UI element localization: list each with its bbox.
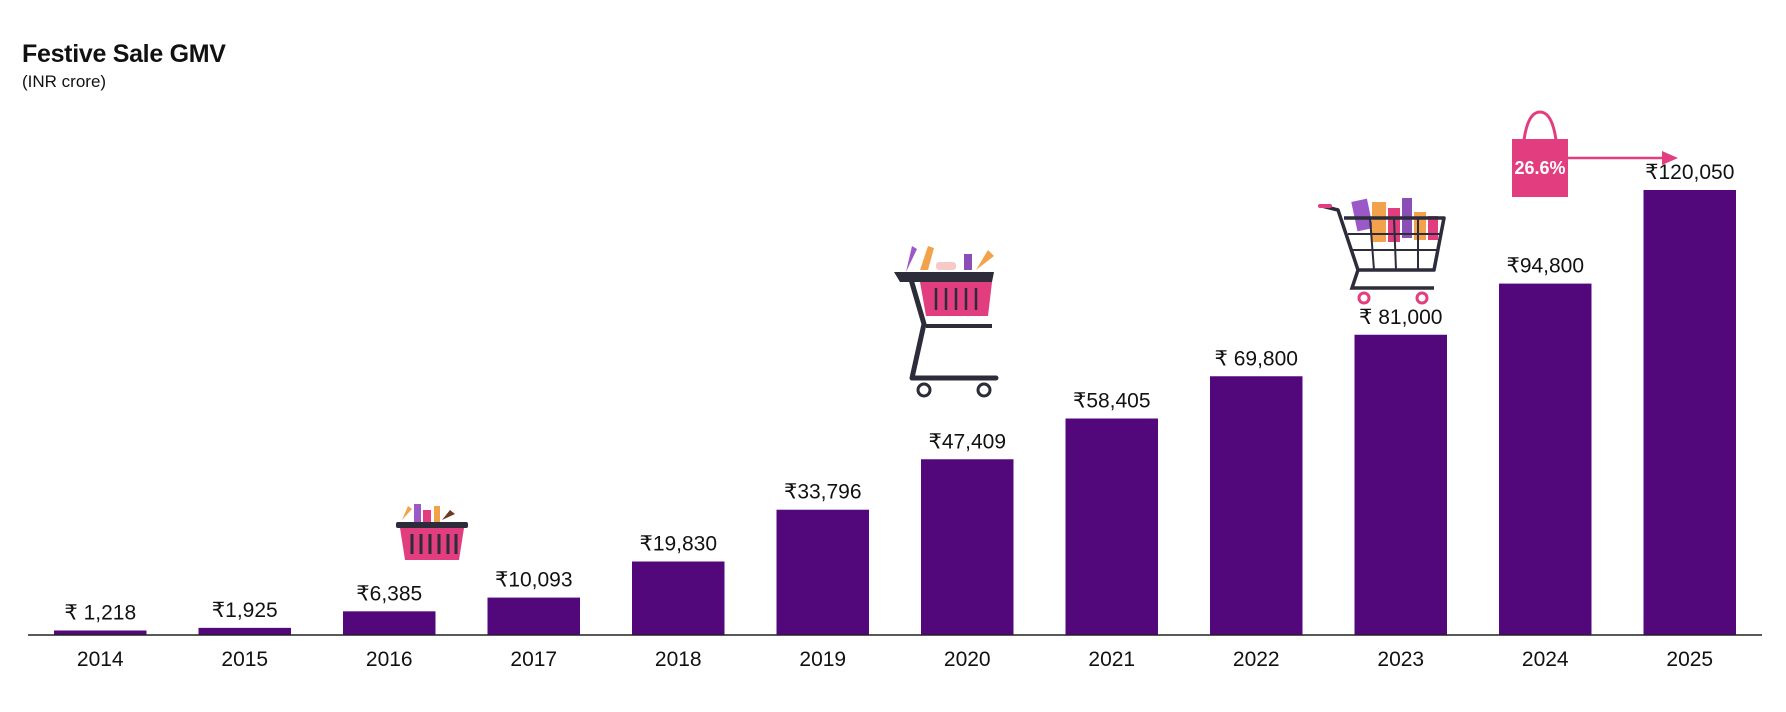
growth-annotation: 26.6% (1512, 110, 1678, 197)
chart-title: Festive Sale GMV (22, 40, 226, 68)
basket-icon (396, 504, 468, 560)
shopping-bag-handle (1522, 110, 1558, 141)
bar-2015 (198, 627, 291, 635)
value-label-2020: ₹47,409 (928, 430, 1006, 453)
value-label-2014: ₹ 1,218 (64, 601, 136, 624)
value-label-2021: ₹58,405 (1073, 390, 1151, 413)
value-label-2018: ₹19,830 (639, 532, 717, 555)
value-label-2024: ₹94,800 (1506, 255, 1584, 278)
value-label-2023: ₹ 81,000 (1359, 306, 1442, 329)
bar-2020 (921, 459, 1014, 635)
value-label-2016: ₹6,385 (356, 582, 422, 605)
x-tick-label-2018: 2018 (655, 648, 702, 671)
value-label-2025: ₹120,050 (1645, 161, 1734, 184)
full-cart-icon (1318, 198, 1446, 305)
growth-rate-label: 26.6% (1514, 158, 1565, 178)
x-tick-label-2021: 2021 (1088, 648, 1135, 671)
x-tick-label-2023: 2023 (1377, 648, 1424, 671)
value-label-2019: ₹33,796 (784, 481, 862, 504)
shopping-cart-icon (894, 246, 999, 398)
bar-2019 (776, 509, 869, 635)
growth-arrow-head (1662, 151, 1678, 165)
value-label-2017: ₹10,093 (495, 569, 573, 592)
bar-2024 (1499, 283, 1592, 635)
x-tick-label-2024: 2024 (1522, 648, 1569, 671)
bar-2016 (343, 611, 436, 635)
bar-2023 (1354, 334, 1447, 635)
bar-2014 (54, 630, 147, 635)
x-tick-label-2016: 2016 (366, 648, 413, 671)
bar-2021 (1065, 418, 1158, 635)
x-tick-label-2017: 2017 (510, 648, 557, 671)
x-tick-label-2015: 2015 (221, 648, 268, 671)
bar-2017 (487, 597, 580, 635)
x-tick-label-2014: 2014 (77, 648, 124, 671)
value-label-2015: ₹1,925 (212, 599, 278, 622)
chart-subtitle: (INR crore) (22, 72, 107, 91)
shopping-bag-icon (1512, 139, 1568, 197)
bar-2022 (1210, 376, 1303, 635)
x-tick-label-2019: 2019 (799, 648, 846, 671)
x-tick-label-2022: 2022 (1233, 648, 1280, 671)
x-tick-label-2025: 2025 (1666, 648, 1713, 671)
bar-2025 (1643, 190, 1736, 635)
bar-2018 (632, 561, 725, 635)
value-label-2022: ₹ 69,800 (1215, 347, 1298, 370)
x-tick-label-2020: 2020 (944, 648, 991, 671)
